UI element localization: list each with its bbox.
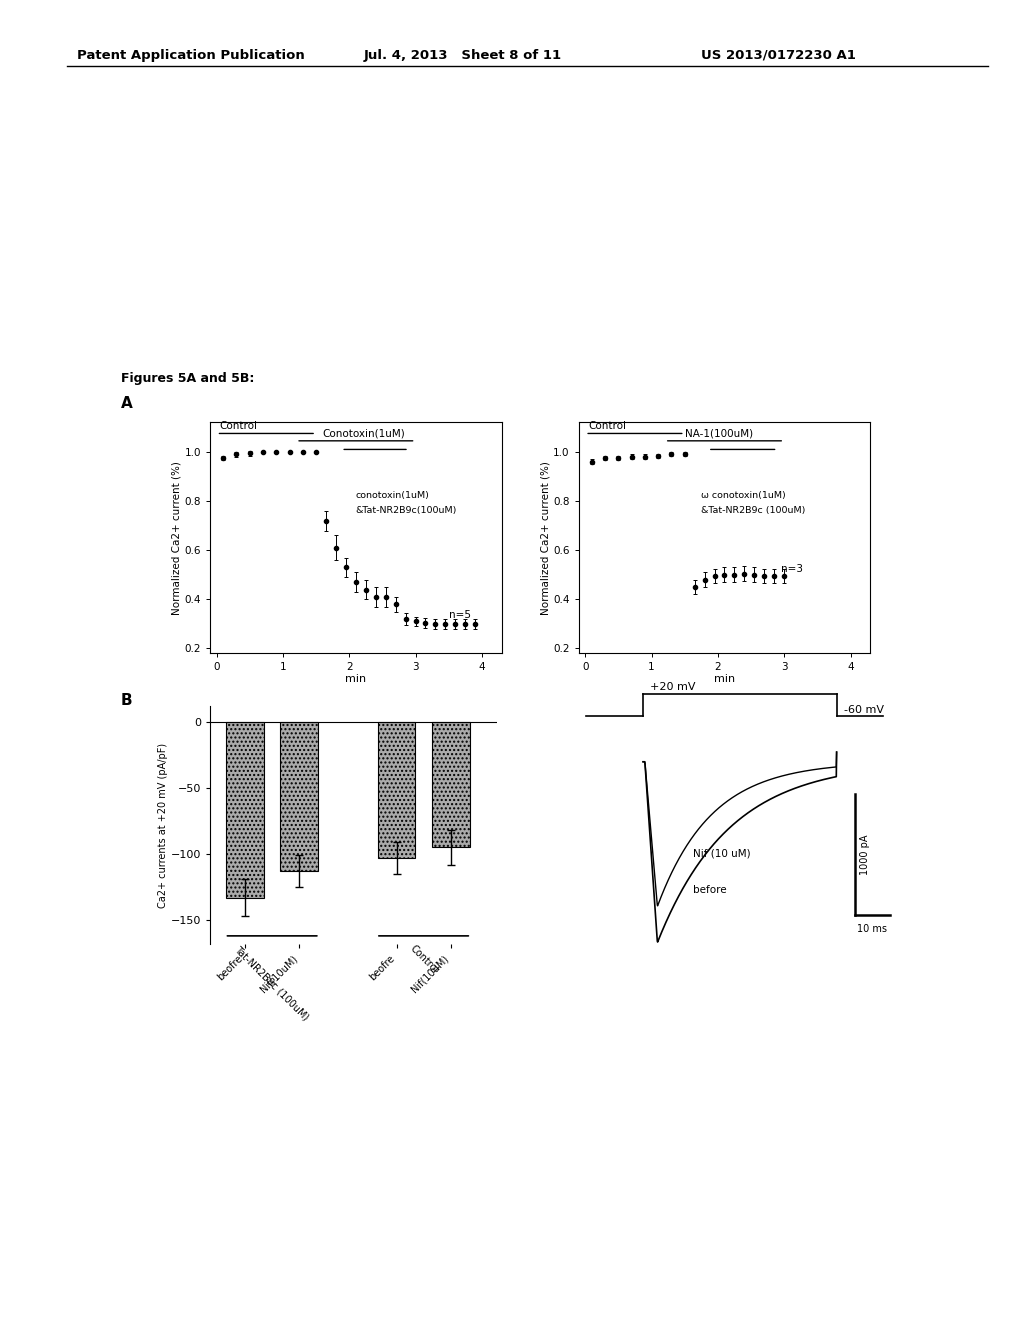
Text: A: A: [121, 396, 132, 411]
Y-axis label: Ca2+ currents at +20 mV (pA/pF): Ca2+ currents at +20 mV (pA/pF): [158, 742, 168, 908]
Text: 10 ms: 10 ms: [857, 924, 888, 935]
X-axis label: min: min: [714, 673, 735, 684]
Y-axis label: Normalized Ca2+ current (%): Normalized Ca2+ current (%): [541, 461, 550, 615]
Text: n=5: n=5: [449, 610, 471, 620]
Bar: [281, 722, 318, 871]
Text: Tat-NR2B9c (100uM): Tat-NR2B9c (100uM): [233, 944, 311, 1022]
Text: ω conotoxin(1uM): ω conotoxin(1uM): [701, 491, 786, 500]
Text: Control: Control: [220, 421, 258, 432]
Text: Conotoxin(1uM): Conotoxin(1uM): [323, 429, 406, 438]
Text: n=3: n=3: [781, 564, 803, 573]
Text: 1000 pA: 1000 pA: [860, 834, 870, 875]
Text: US 2013/0172230 A1: US 2013/0172230 A1: [701, 49, 856, 62]
Text: &Tat-NR2B9c (100uM): &Tat-NR2B9c (100uM): [701, 506, 806, 515]
Text: B: B: [121, 693, 132, 708]
Text: Patent Application Publication: Patent Application Publication: [77, 49, 304, 62]
Text: Jul. 4, 2013   Sheet 8 of 11: Jul. 4, 2013 Sheet 8 of 11: [364, 49, 561, 62]
Bar: [378, 722, 416, 858]
Text: Control: Control: [408, 944, 439, 975]
Text: Control: Control: [589, 421, 627, 432]
Y-axis label: Normalized Ca2+ current (%): Normalized Ca2+ current (%): [172, 461, 181, 615]
Bar: [226, 722, 264, 898]
Text: conotoxin(1uM): conotoxin(1uM): [356, 491, 430, 500]
X-axis label: min: min: [345, 673, 367, 684]
Text: Figures 5A and 5B:: Figures 5A and 5B:: [121, 372, 254, 385]
Text: &Tat-NR2B9c(100uM): &Tat-NR2B9c(100uM): [356, 506, 457, 515]
Text: +20 mV: +20 mV: [650, 682, 695, 693]
Text: before: before: [693, 884, 727, 895]
Text: NA-1(100uM): NA-1(100uM): [685, 429, 753, 438]
Text: -60 mV: -60 mV: [844, 705, 884, 715]
Bar: [432, 722, 470, 847]
Text: Nif (10 uM): Nif (10 uM): [693, 849, 751, 858]
